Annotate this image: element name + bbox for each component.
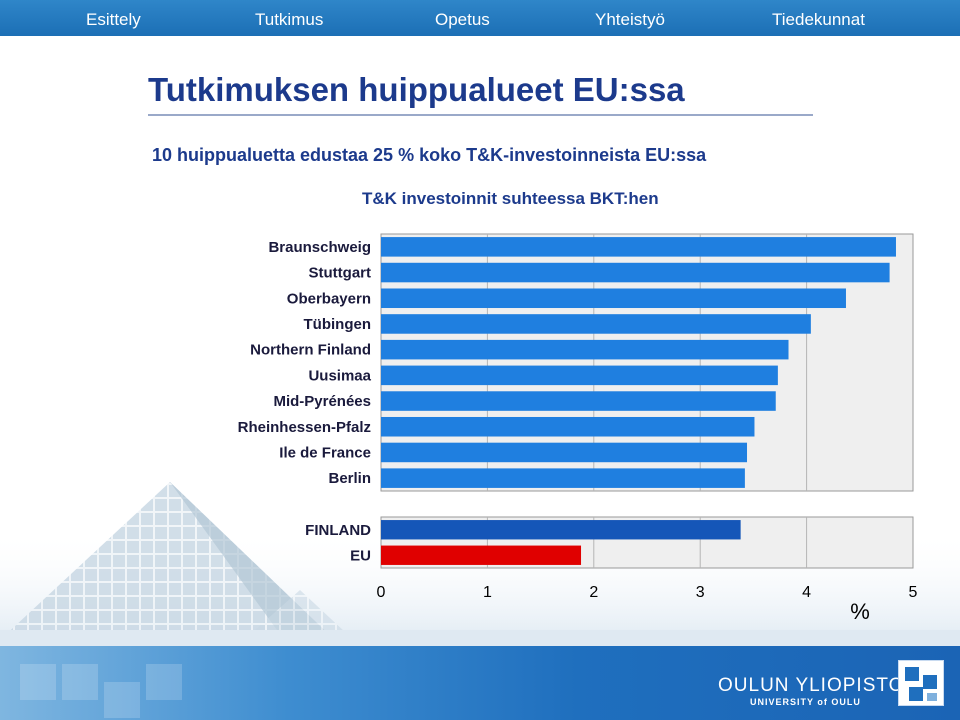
x-tick-label: 2 xyxy=(589,584,598,601)
x-tick-label: 0 xyxy=(377,584,386,601)
bar-finland xyxy=(381,520,741,540)
page-subtitle: 10 huippualuetta edustaa 25 % koko T&K-i… xyxy=(152,145,707,165)
bar-stuttgart xyxy=(381,262,890,283)
university-logo-icon[interactable] xyxy=(898,660,944,706)
top-navigation: Esittely Tutkimus Opetus Yhteistyö Tiede… xyxy=(0,0,960,38)
x-tick-label: 3 xyxy=(696,584,705,601)
nav-item-tiedekunnat[interactable]: Tiedekunnat xyxy=(772,10,865,29)
x-tick-label: 4 xyxy=(802,584,811,601)
chart-title: T&K investoinnit suhteessa BKT:hen xyxy=(362,189,659,208)
x-axis-unit-label: % xyxy=(850,599,870,624)
nav-item-opetus[interactable]: Opetus xyxy=(435,10,490,29)
page-title: Tutkimuksen huippualueet EU:ssa xyxy=(148,71,685,108)
category-label: FINLAND xyxy=(305,522,371,539)
bar-berlin xyxy=(381,468,745,488)
bar-mid-pyr-n-es xyxy=(381,391,776,411)
category-label: Tübingen xyxy=(304,316,372,333)
x-tick-label: 1 xyxy=(483,584,492,601)
category-label: Rheinhessen-Pfalz xyxy=(238,419,371,436)
category-label: Berlin xyxy=(328,470,371,487)
category-label: EU xyxy=(350,547,371,564)
nav-item-yhteistyo[interactable]: Yhteistyö xyxy=(595,10,665,29)
category-label: Uusimaa xyxy=(308,367,371,384)
category-label: Northern Finland xyxy=(250,342,371,359)
bar-ile-de-france xyxy=(381,442,748,463)
footer-decor-square xyxy=(146,664,182,700)
title-divider xyxy=(148,114,813,116)
bar-oberbayern xyxy=(381,288,846,309)
category-label: Ile de France xyxy=(279,444,371,461)
bar-northern-finland xyxy=(381,339,789,360)
category-label: Mid-Pyrénées xyxy=(273,393,371,410)
footer-decor-square xyxy=(104,682,140,718)
university-logo-name: OULUN YLIOPISTO xyxy=(718,675,905,696)
footer-decor-square xyxy=(62,664,98,700)
bar-uusimaa xyxy=(381,365,778,386)
nav-item-esittely[interactable]: Esittely xyxy=(86,10,141,29)
category-label: Oberbayern xyxy=(287,290,371,307)
bar-eu xyxy=(381,545,582,565)
x-tick-label: 5 xyxy=(909,584,918,601)
footer-banner: OULUN YLIOPISTO UNIVERSITY of OULU xyxy=(0,646,960,720)
bar-braunschweig xyxy=(381,237,896,257)
rd-investment-bar-chart: Braunschweig Stuttgart Oberbayern Tübingen N… xyxy=(238,233,918,624)
category-label: Braunschweig xyxy=(268,239,371,256)
footer-decor-square xyxy=(20,664,56,700)
category-label: Stuttgart xyxy=(309,265,372,282)
university-logo-subtitle: UNIVERSITY of OULU xyxy=(750,697,861,707)
nav-item-tutkimus[interactable]: Tutkimus xyxy=(255,10,324,29)
bar-rheinhessen-pfalz xyxy=(381,416,755,437)
bar-t-bingen xyxy=(381,314,811,334)
